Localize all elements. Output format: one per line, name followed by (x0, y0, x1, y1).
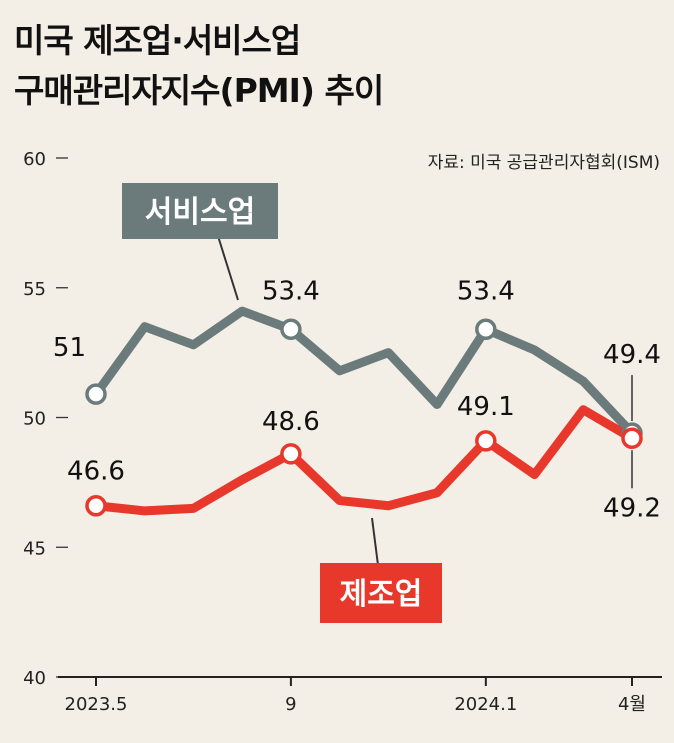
chart-title-line2: 구매관리자지수(PMI) 추이 (14, 71, 384, 110)
y-tick-label: 45 (23, 538, 46, 559)
y-tick-label: 60 (23, 149, 46, 170)
data-point-marker (85, 383, 107, 405)
callout-pointer (371, 517, 379, 566)
data-label: 53.4 (457, 276, 515, 306)
series-callout-box (122, 183, 278, 239)
y-tick-label: 40 (23, 668, 46, 689)
x-tick-label: 2024.1 (454, 694, 517, 715)
series-callout-box (320, 563, 442, 623)
data-label: 51 (53, 333, 86, 363)
data-point-marker (85, 494, 107, 517)
data-point-marker (475, 430, 497, 452)
data-label: 46.6 (67, 457, 125, 487)
data-label: 49.2 (603, 493, 661, 523)
chart-title-line1: 미국 제조업·서비스업 (14, 21, 301, 60)
callout-pointer (217, 235, 239, 301)
data-label: 49.1 (457, 392, 515, 422)
series-callout-label: 서비스업 (145, 195, 255, 230)
data-point-marker (280, 443, 302, 465)
series-line-1 (91, 405, 637, 516)
data-label: 53.4 (262, 276, 320, 306)
x-tick-label: 4월 (618, 694, 646, 715)
series-callout-label: 제조업 (340, 577, 423, 612)
y-tick-label: 55 (23, 279, 46, 300)
data-point-marker (475, 318, 497, 341)
x-tick-label: 2023.5 (65, 694, 128, 715)
series-line-0 (91, 306, 637, 438)
x-tick-label: 9 (285, 694, 296, 715)
y-tick-label: 50 (23, 409, 46, 430)
source-note: 자료: 미국 공급관리자협회(ISM) (427, 153, 660, 173)
data-label: 49.4 (603, 340, 661, 370)
data-label: 48.6 (262, 407, 320, 437)
data-point-marker (621, 427, 643, 450)
data-point-marker (280, 318, 302, 341)
